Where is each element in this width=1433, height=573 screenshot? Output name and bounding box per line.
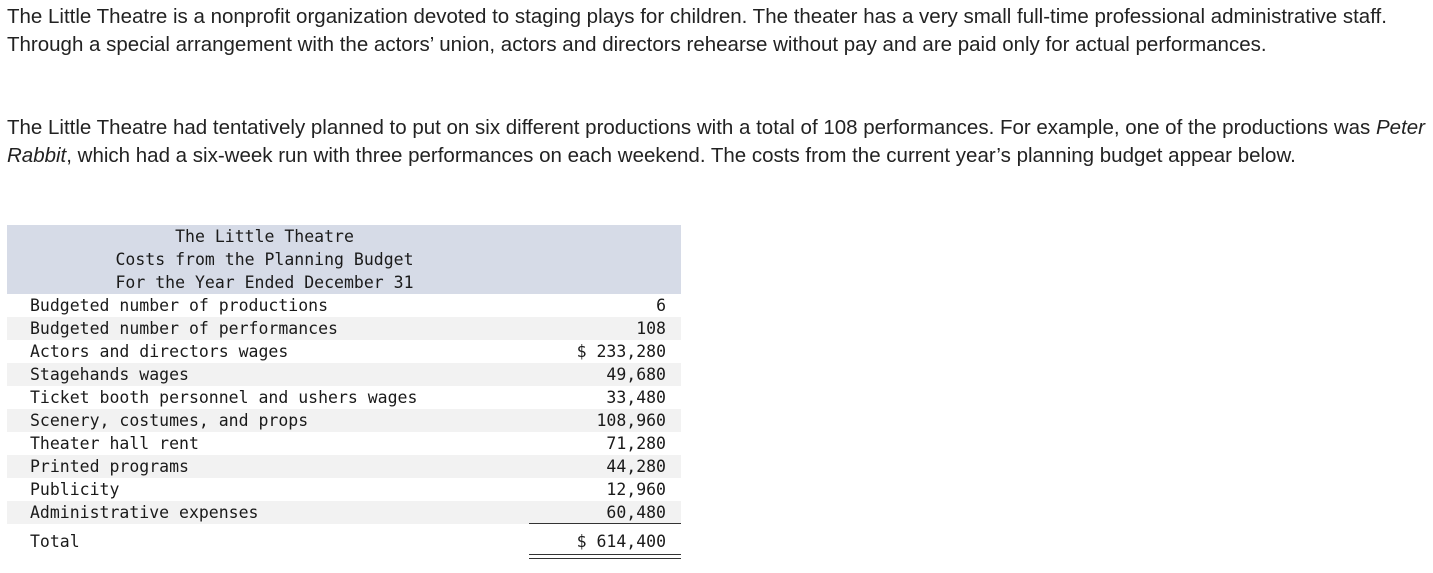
row-label: Actors and directors wages <box>30 342 289 361</box>
budget-table: The Little Theatre Costs from the Planni… <box>7 225 681 560</box>
intro-paragraph-2-text-b: , which had a six-week run with three pe… <box>66 143 1296 167</box>
table-row: Budgeted number of productions 6 <box>7 294 681 317</box>
total-value: $ 614,400 <box>576 532 666 551</box>
play-title: Peter Rabbit <box>7 116 1425 167</box>
row-label: Budgeted number of performances <box>30 319 338 338</box>
row-label: Administrative expenses <box>30 503 259 522</box>
total-row: Total $ 614,400 <box>7 524 681 560</box>
total-label: Total <box>30 532 80 551</box>
row-value: 71,280 <box>606 434 666 453</box>
row-value: 108,960 <box>596 411 666 430</box>
intro-paragraph-2-text-a: The Little Theatre had tentatively plann… <box>7 116 1376 139</box>
row-value: 12,960 <box>606 480 666 499</box>
row-value: $ 233,280 <box>576 342 666 361</box>
row-label: Printed programs <box>30 457 189 476</box>
table-row: Budgeted number of performances 108 <box>7 317 681 340</box>
intro-paragraph-1: The Little Theatre is a nonprofit organi… <box>7 5 1387 56</box>
row-value: 6 <box>656 296 666 315</box>
intro-paragraph-2: The Little Theatre had tentatively plann… <box>7 114 1427 169</box>
total-double-rule <box>529 554 681 559</box>
row-value: 60,480 <box>606 503 666 522</box>
row-label: Ticket booth personnel and ushers wages <box>30 388 418 407</box>
row-label: Budgeted number of productions <box>30 296 329 315</box>
table-row: Theater hall rent 71,280 <box>7 432 681 455</box>
row-label: Stagehands wages <box>30 365 189 384</box>
row-value: 108 <box>636 319 666 338</box>
row-value: 44,280 <box>606 457 666 476</box>
row-value: 49,680 <box>606 365 666 384</box>
budget-table-header: The Little Theatre Costs from the Planni… <box>7 225 681 294</box>
table-row: Stagehands wages 49,680 <box>7 363 681 386</box>
table-row: Publicity 12,960 <box>7 478 681 501</box>
budget-subtitle: Costs from the Planning Budget <box>115 250 414 269</box>
row-label: Theater hall rent <box>30 434 199 453</box>
budget-title: The Little Theatre <box>175 227 354 246</box>
row-value: 33,480 <box>606 388 666 407</box>
table-row: Printed programs 44,280 <box>7 455 681 478</box>
row-label: Scenery, costumes, and props <box>30 411 309 430</box>
table-row: Actors and directors wages $ 233,280 <box>7 340 681 363</box>
table-row: Administrative expenses 60,480 <box>7 501 681 524</box>
table-row: Ticket booth personnel and ushers wages … <box>7 386 681 409</box>
subtotal-rule <box>529 523 681 524</box>
row-label: Publicity <box>30 480 120 499</box>
budget-period: For the Year Ended December 31 <box>115 273 414 292</box>
table-row: Scenery, costumes, and props 108,960 <box>7 409 681 432</box>
